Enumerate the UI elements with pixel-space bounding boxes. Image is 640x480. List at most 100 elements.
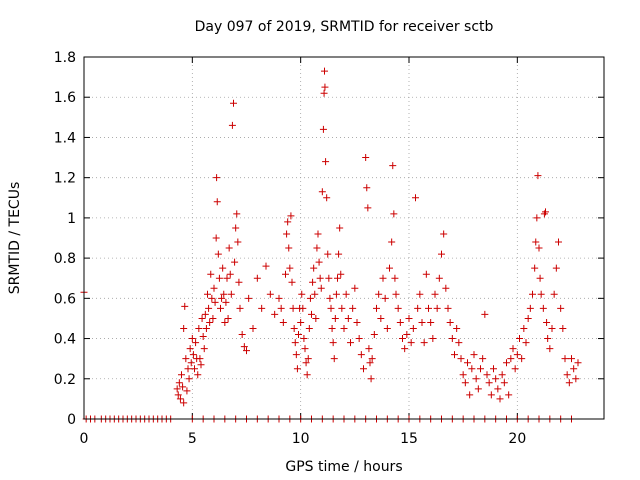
data-point (214, 250, 222, 258)
data-point (331, 314, 339, 322)
data-point (300, 335, 308, 343)
data-point (340, 325, 348, 332)
data-point (308, 310, 315, 318)
data-point (429, 335, 437, 343)
y-axis-label: SRMTID / TECUs (7, 182, 23, 295)
data-point (555, 238, 562, 246)
data-point (347, 339, 354, 347)
data-point (322, 158, 330, 166)
data-point (209, 314, 217, 322)
data-point (391, 274, 399, 282)
data-point (550, 290, 558, 298)
data-point (298, 290, 306, 298)
data-point (328, 325, 336, 332)
data-point (522, 339, 530, 347)
data-point (277, 304, 285, 312)
data-point (503, 359, 510, 367)
data-point (222, 298, 230, 306)
data-point (275, 294, 283, 302)
data-point (518, 355, 526, 363)
data-point (243, 347, 250, 355)
data-point (316, 274, 324, 282)
data-point (366, 359, 374, 367)
data-point (258, 304, 266, 312)
data-point (217, 304, 224, 312)
data-point (353, 318, 361, 326)
data-point (544, 335, 552, 343)
data-point (288, 278, 296, 286)
x-tick-label: 5 (188, 431, 197, 447)
data-point (548, 325, 556, 332)
data-point (329, 339, 337, 347)
data-point (431, 290, 439, 298)
y-tick-label: 1.4 (54, 130, 76, 146)
data-point (238, 331, 246, 339)
data-point (191, 365, 198, 373)
data-point (363, 184, 371, 192)
data-point (317, 284, 325, 292)
data-point (314, 230, 322, 238)
data-point (289, 304, 297, 312)
data-point (226, 270, 234, 278)
data-point (422, 270, 430, 278)
data-point (457, 355, 465, 363)
y-axis-ticks: 0 0.2 0.4 0.6 0.8 1 1.2 1.4 1.6 1.8 (54, 50, 604, 428)
data-point (351, 284, 359, 292)
data-point (325, 274, 333, 282)
data-point (418, 318, 426, 326)
data-point (324, 250, 332, 258)
data-point (529, 290, 536, 298)
y-tick-label: 0.4 (54, 332, 76, 348)
data-point (379, 274, 387, 282)
data-point (204, 290, 211, 298)
data-point (355, 335, 363, 343)
data-point (414, 304, 422, 312)
data-point (455, 339, 463, 347)
data-point (181, 302, 189, 310)
data-point (313, 244, 321, 252)
data-point (532, 238, 540, 246)
data-point (412, 194, 419, 202)
data-point (337, 270, 345, 278)
data-point (552, 264, 560, 272)
data-point (490, 365, 497, 373)
chart-title: Day 097 of 2019, SRMTID for receiver sct… (195, 19, 494, 35)
data-point (472, 375, 480, 383)
data-point (327, 304, 335, 312)
data-point (174, 391, 182, 399)
data-point (205, 304, 213, 312)
data-point (225, 244, 233, 252)
data-point (326, 294, 334, 302)
data-point (301, 345, 309, 353)
data-point (444, 304, 452, 312)
data-point (416, 290, 424, 298)
data-point (249, 325, 257, 332)
x-tick-label: 15 (400, 431, 418, 447)
data-point (219, 264, 227, 272)
data-point (485, 379, 493, 387)
data-point (245, 294, 253, 302)
data-point (321, 67, 328, 75)
data-point (185, 375, 193, 383)
data-point (487, 391, 495, 399)
data-point (399, 335, 406, 343)
data-point (565, 379, 573, 387)
data-point (539, 304, 547, 312)
data-point (516, 335, 523, 343)
data-point (230, 99, 237, 107)
data-point (568, 355, 575, 363)
data-point (320, 89, 328, 97)
data-point (232, 224, 240, 232)
data-point (196, 355, 204, 363)
data-point (311, 290, 319, 298)
data-point (180, 325, 188, 332)
data-point (318, 188, 326, 196)
data-point (392, 290, 400, 298)
data-point (481, 310, 489, 318)
x-axis-label: GPS time / hours (285, 459, 402, 475)
data-point (479, 355, 487, 363)
data-point (315, 258, 323, 266)
data-point (198, 314, 206, 322)
data-point (427, 318, 435, 326)
data-point (344, 314, 352, 322)
